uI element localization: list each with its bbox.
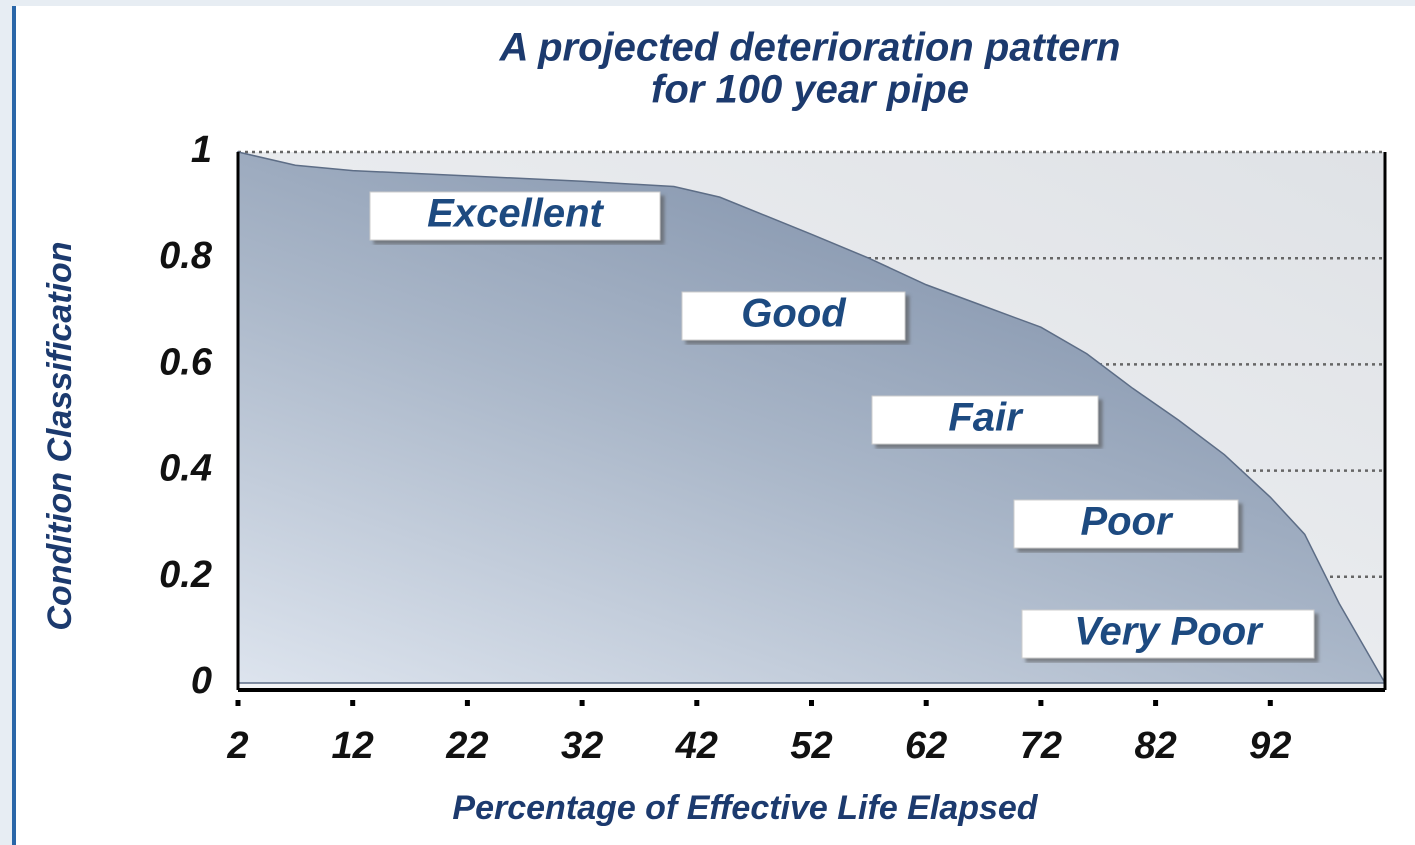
x-tick-label: 82 bbox=[1134, 725, 1176, 767]
annotation: Good bbox=[741, 292, 847, 336]
x-tick-label: 32 bbox=[561, 725, 603, 767]
annotation-box bbox=[369, 191, 661, 241]
annotation-box bbox=[871, 395, 1099, 445]
annotation-box bbox=[681, 291, 906, 341]
panel-edge bbox=[12, 6, 16, 845]
y-tick-label: 0.6 bbox=[159, 341, 213, 383]
chart-title: A projected deterioration pattern bbox=[499, 26, 1121, 70]
x-tick bbox=[464, 700, 470, 706]
annotation: Fair bbox=[948, 396, 1024, 440]
x-tick bbox=[1153, 700, 1159, 706]
x-axis-label: Percentage of Effective Life Elapsed bbox=[452, 789, 1038, 827]
x-tick bbox=[694, 700, 700, 706]
y-tick-label: 1 bbox=[191, 129, 212, 171]
y-tick-label: 0.4 bbox=[159, 448, 212, 490]
x-tick-label: 92 bbox=[1249, 725, 1291, 767]
x-tick-label: 72 bbox=[1020, 725, 1062, 767]
y-tick-label: 0 bbox=[191, 660, 212, 702]
area bbox=[237, 151, 1387, 684]
x-tick-label: 22 bbox=[445, 725, 488, 767]
x-tick bbox=[235, 700, 241, 706]
annotation: Excellent bbox=[427, 192, 604, 236]
y-axis-label: Condition Classification bbox=[41, 241, 79, 630]
x-tick-label: 12 bbox=[332, 725, 374, 767]
x-tick bbox=[809, 700, 814, 706]
x-tick-label: 52 bbox=[790, 725, 832, 767]
x-tick bbox=[350, 700, 356, 706]
y-tick-label: 0.2 bbox=[159, 554, 212, 596]
annotation-box bbox=[1013, 499, 1239, 549]
annotation-box bbox=[1021, 609, 1315, 659]
y-tick-label: 0.8 bbox=[159, 235, 213, 277]
x-tick bbox=[1267, 700, 1273, 706]
annotation: Very Poor bbox=[1074, 610, 1264, 654]
x-tick bbox=[923, 700, 929, 706]
annotation: Poor bbox=[1080, 500, 1174, 544]
chart-title: for 100 year pipe bbox=[651, 68, 969, 112]
x-tick-label: 62 bbox=[905, 725, 947, 767]
x-tick-label: 42 bbox=[675, 725, 718, 767]
x-tick-label: 2 bbox=[226, 725, 248, 767]
x-tick bbox=[1038, 700, 1044, 706]
x-tick bbox=[579, 700, 585, 706]
